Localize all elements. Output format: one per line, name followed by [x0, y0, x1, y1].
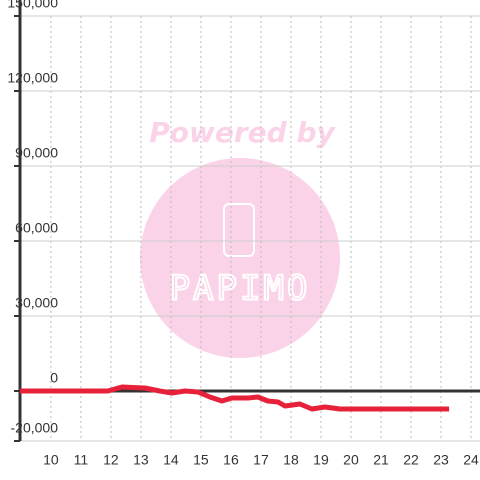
x-tick-label: 23 — [433, 452, 449, 468]
x-tick-label: 19 — [313, 452, 329, 468]
x-tick-label: 18 — [283, 452, 299, 468]
y-tick-label: 0 — [50, 370, 58, 386]
series-line — [20, 384, 450, 412]
y-tick-label: 30,000 — [15, 295, 58, 311]
y-tick-label: -20,000 — [11, 420, 59, 436]
x-tick-label: 13 — [133, 452, 149, 468]
x-tick-label: 14 — [163, 452, 179, 468]
x-tick-label: 21 — [373, 452, 389, 468]
x-tick-label: 16 — [223, 452, 239, 468]
x-tick-label: 15 — [193, 452, 209, 468]
watermark-circle — [140, 158, 340, 358]
x-tick-label: 10 — [43, 452, 59, 468]
x-tick-label: 22 — [403, 452, 419, 468]
y-tick-label: 120,000 — [7, 70, 58, 86]
watermark-logo: PAPIMO — [170, 269, 311, 309]
x-tick-label: 11 — [74, 452, 89, 468]
watermark-icon — [223, 203, 255, 257]
x-tick-label: 20 — [343, 452, 359, 468]
y-tick-label: 90,000 — [15, 145, 58, 161]
x-tick-label: 12 — [103, 452, 119, 468]
x-tick-label: 24 — [463, 452, 479, 468]
watermark: Powered by — [149, 116, 336, 149]
x-tick-label: 17 — [253, 452, 269, 468]
y-tick-label: 150,000 — [7, 0, 58, 11]
y-tick-label: 60,000 — [15, 220, 58, 236]
